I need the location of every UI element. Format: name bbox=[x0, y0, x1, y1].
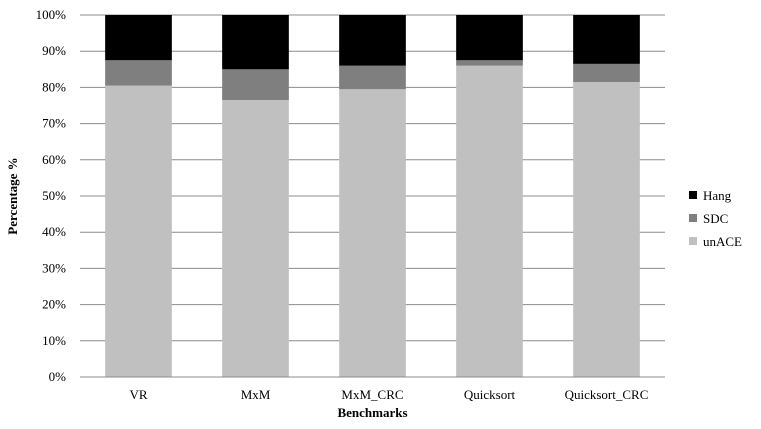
bar-hang-mxm bbox=[222, 15, 289, 70]
bar-unace-mxm_crc bbox=[339, 89, 406, 378]
x-tick-labels: VR MxM MxM_CRC Quicksort Quicksort_CRC bbox=[129, 387, 648, 402]
y-tick-label: 10% bbox=[42, 333, 66, 348]
bar-sdc-mxm_crc bbox=[339, 65, 406, 90]
legend-label-sdc: SDC bbox=[703, 211, 728, 226]
legend-label-hang: Hang bbox=[703, 188, 732, 203]
y-tick-label: 60% bbox=[42, 152, 66, 167]
bar-unace-vr bbox=[105, 85, 172, 377]
y-tick-label: 50% bbox=[42, 188, 66, 203]
y-tick-label: 40% bbox=[42, 224, 66, 239]
bar-sdc-vr bbox=[105, 60, 172, 86]
legend-swatch-hang bbox=[689, 191, 697, 199]
y-tick-label: 0% bbox=[49, 369, 67, 384]
legend-swatch-sdc bbox=[689, 214, 697, 222]
x-tick-label: MxM bbox=[241, 387, 271, 402]
bar-sdc-quicksort bbox=[456, 60, 523, 66]
bar-hang-quicksort bbox=[456, 15, 523, 61]
bar-unace-quicksort_crc bbox=[573, 81, 640, 377]
y-tick-label: 30% bbox=[42, 260, 66, 275]
bar-unace-quicksort bbox=[456, 65, 523, 378]
x-tick-label: MxM_CRC bbox=[341, 387, 403, 402]
bars bbox=[105, 15, 640, 378]
y-tick-label: 70% bbox=[42, 116, 66, 131]
legend-swatch-unace bbox=[689, 237, 697, 245]
bar-hang-mxm_crc bbox=[339, 15, 406, 66]
x-tick-label: VR bbox=[129, 387, 147, 402]
bar-hang-quicksort_crc bbox=[573, 15, 640, 64]
legend-label-unace: unACE bbox=[703, 234, 742, 249]
legend: Hang SDC unACE bbox=[689, 188, 742, 249]
y-tick-label: 100% bbox=[36, 7, 67, 22]
y-tick-labels: 0% 10% 20% 30% 40% 50% 60% 70% 80% 90% 100% bbox=[36, 7, 67, 384]
bar-sdc-quicksort_crc bbox=[573, 63, 640, 82]
x-tick-label: Quicksort bbox=[464, 387, 516, 402]
y-tick-label: 20% bbox=[42, 297, 66, 312]
bar-hang-vr bbox=[105, 15, 172, 61]
x-axis-title: Benchmarks bbox=[337, 405, 407, 420]
y-tick-label: 80% bbox=[42, 79, 66, 94]
bar-sdc-mxm bbox=[222, 69, 289, 101]
x-tick-label: Quicksort_CRC bbox=[565, 387, 649, 402]
y-axis-title: Percentage % bbox=[5, 157, 20, 234]
y-tick-label: 90% bbox=[42, 43, 66, 58]
bar-unace-mxm bbox=[222, 100, 289, 377]
